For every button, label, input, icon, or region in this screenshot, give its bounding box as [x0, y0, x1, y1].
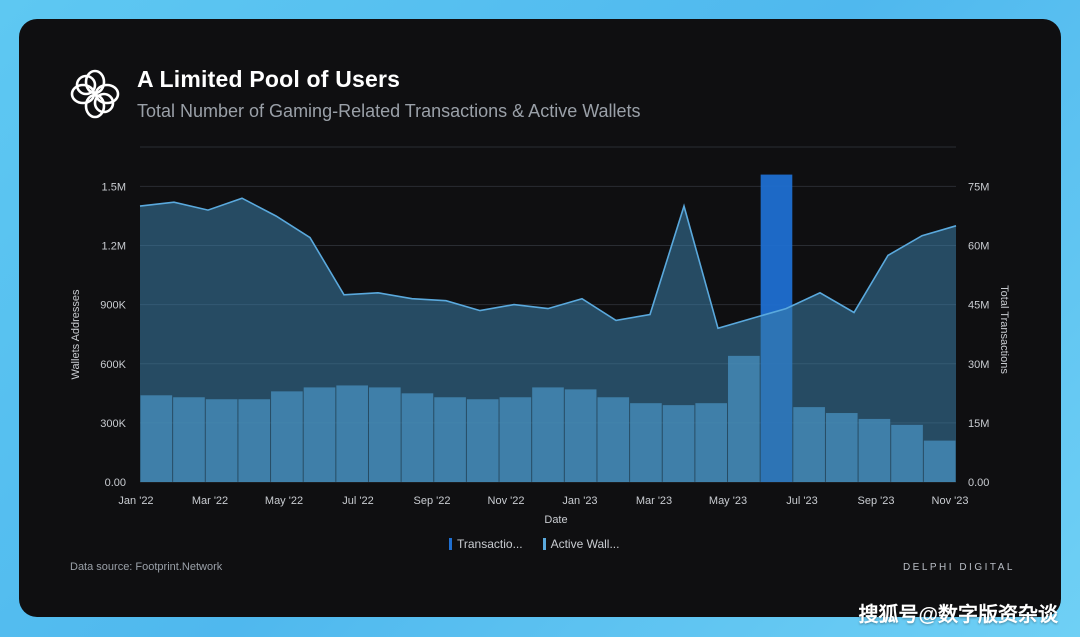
- y-right-tick-label: 15M: [968, 418, 989, 430]
- y-left-axis-title: Wallets Addresses: [70, 289, 82, 380]
- x-tick-label: Nov '23: [932, 495, 969, 507]
- x-tick-label: Sep '23: [858, 495, 895, 507]
- chart-subtitle: Total Number of Gaming-Related Transacti…: [137, 101, 641, 121]
- x-tick-label: Sep '22: [414, 495, 451, 507]
- x-tick-label: Mar '23: [636, 495, 672, 507]
- y-left-tick-label: 1.5M: [102, 181, 126, 193]
- y-right-tick-label: 75M: [968, 181, 989, 193]
- brand-wordmark: DELPHI DIGITAL: [902, 562, 1015, 573]
- x-tick-label: Jan '23: [562, 495, 597, 507]
- delphi-knot-icon: [70, 69, 120, 119]
- y-right-tick-label: 0.00: [968, 477, 989, 489]
- x-tick-label: Jan '22: [118, 495, 153, 507]
- x-tick-label: Nov '22: [488, 495, 525, 507]
- y-left-tick-label: 1.2M: [102, 241, 126, 253]
- legend-label-transactions: Transactio...: [457, 537, 523, 551]
- legend-label-active-wallets: Active Wall...: [550, 537, 620, 551]
- x-axis-title: Date: [544, 514, 567, 526]
- x-tick-label: Jul '23: [786, 495, 817, 507]
- chart-card: A Limited Pool of Users Total Number of …: [19, 19, 1061, 617]
- active-wallets-line: [139, 197, 957, 330]
- chart-title: A Limited Pool of Users: [137, 66, 401, 92]
- y-right-tick-label: 45M: [968, 300, 989, 312]
- y-left-tick-label: 600K: [100, 359, 126, 371]
- chart-plot: 0.00 0.00 300K 15M 600K 30M 900K 45M 1.2M 60M 1.5M…: [70, 146, 1010, 526]
- legend-item-transactions[interactable]: Transactio...: [449, 537, 523, 551]
- legend-swatch-active-wallets: [542, 538, 546, 550]
- y-left-tick-label: 0.00: [105, 477, 126, 489]
- data-source-note: Data source: Footprint.Network: [70, 561, 223, 573]
- x-tick-label: Jul '22: [342, 495, 373, 507]
- legend-swatch-transactions: [449, 538, 452, 550]
- watermark-caption: 搜狐号@数字版资杂谈: [858, 604, 1058, 626]
- legend-item-active-wallets[interactable]: Active Wall...: [542, 537, 620, 551]
- y-right-tick-label: 60M: [968, 241, 989, 253]
- chart-legend: Transactio... Active Wall...: [449, 537, 619, 551]
- x-tick-label: May '23: [709, 495, 747, 507]
- y-left-tick-label: 300K: [100, 418, 126, 430]
- x-tick-label: Mar '22: [192, 495, 228, 507]
- y-right-axis-title: Total Transactions: [998, 285, 1010, 374]
- active-wallets-area: [140, 198, 956, 482]
- y-right-tick-label: 30M: [968, 359, 989, 371]
- x-tick-label: May '22: [265, 495, 303, 507]
- y-left-tick-label: 900K: [100, 300, 126, 312]
